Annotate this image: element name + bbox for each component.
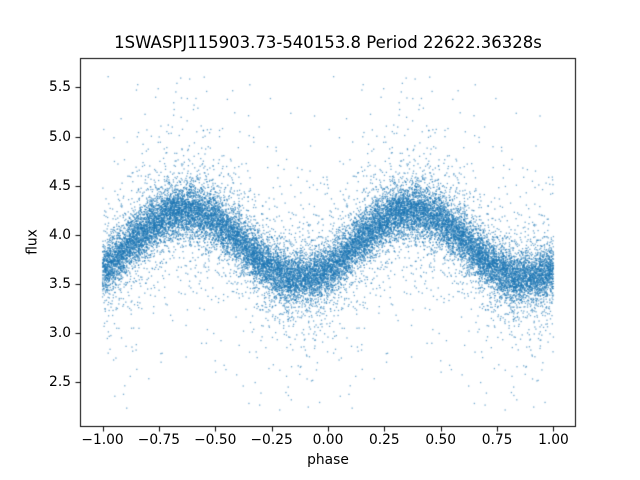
y-tick-label: 3.5: [49, 275, 71, 292]
x-axis-label: phase: [307, 452, 349, 468]
y-tick-label: 4.0: [49, 226, 71, 243]
x-tick-label: −0.25: [250, 432, 293, 448]
x-tick-label: 1.00: [538, 432, 569, 448]
y-tick-label: 5.5: [49, 79, 71, 96]
x-tick-label: −1.00: [81, 432, 124, 448]
x-tick-label: 0.25: [368, 432, 400, 448]
y-tick-label: 2.5: [49, 373, 71, 390]
x-tick-label: 0.50: [425, 432, 457, 448]
y-tick-label: 3.0: [49, 324, 71, 341]
x-tick-label: −0.50: [194, 432, 237, 448]
x-tick-label: 0.75: [481, 432, 513, 448]
chart-title: 1SWASPJ115903.73-540153.8 Period 22622.3…: [114, 33, 542, 52]
y-tick-label: 5.0: [49, 128, 71, 145]
x-tick-label: −0.75: [137, 432, 181, 448]
y-tick-label: 4.5: [49, 177, 71, 194]
x-tick-label: 0.00: [312, 432, 344, 448]
